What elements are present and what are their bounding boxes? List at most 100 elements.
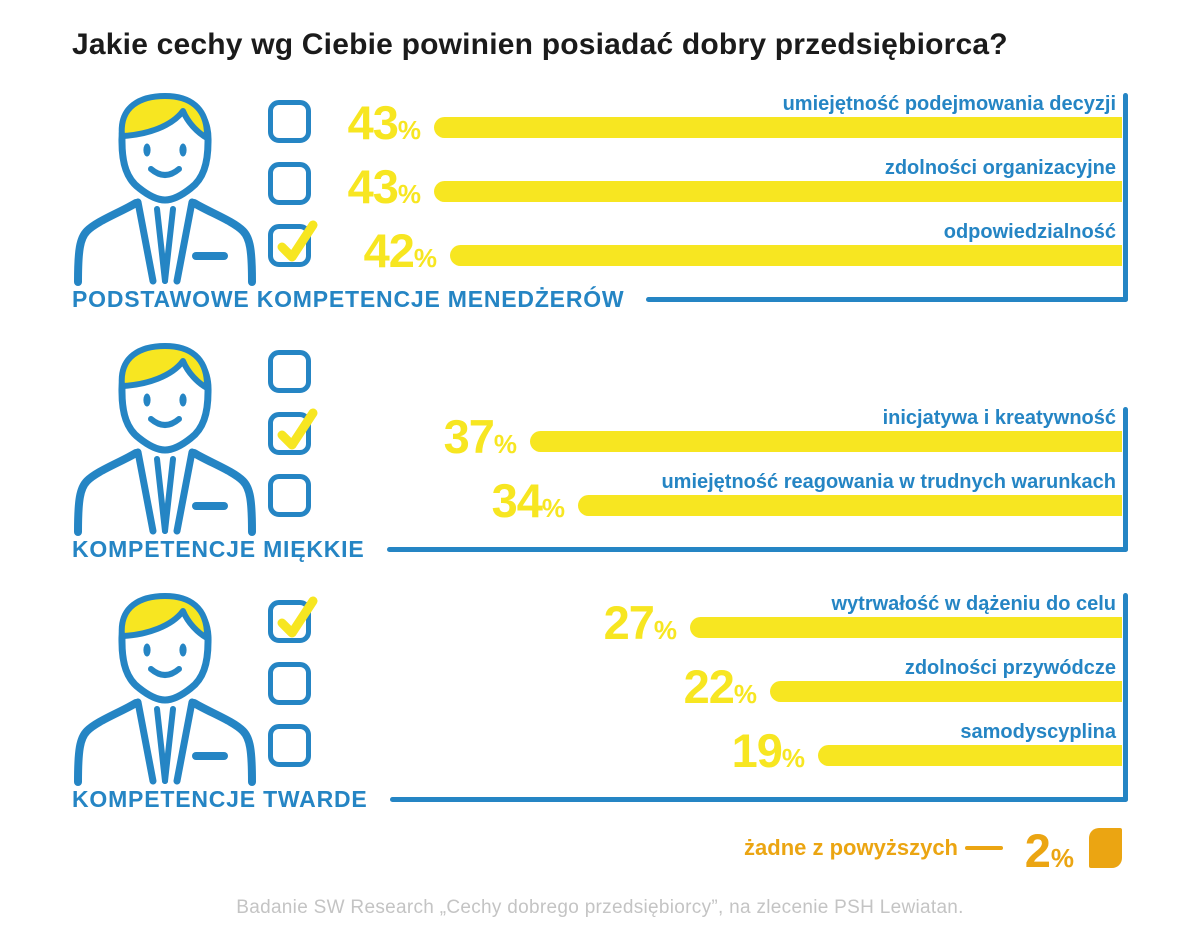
- bar-value-number: 42: [363, 224, 415, 277]
- lapel-right: [173, 698, 196, 785]
- bar-value-number: 37: [443, 410, 495, 463]
- lapel-left: [134, 448, 157, 535]
- percent-sign: %: [397, 115, 421, 145]
- section-label: PODSTAWOWE KOMPETENCJE MENEDŻERÓW: [72, 286, 625, 312]
- chart-section-1: PODSTAWOWE KOMPETENCJE MENEDŻERÓW umieję…: [0, 90, 1200, 312]
- bar: [818, 745, 1122, 766]
- bar-label: inicjatywa i kreatywność: [882, 407, 1116, 429]
- percent-sign: %: [541, 493, 565, 523]
- businessman-avatar-icon: [74, 593, 256, 786]
- section-connector-line: [387, 547, 1128, 552]
- other-bar: [1089, 828, 1122, 868]
- other-row: żadne z powyższych 2%: [0, 826, 1200, 878]
- lapel-left: [134, 198, 157, 285]
- chart-section-2: KOMPETENCJE MIĘKKIE inicjatywa i kreatyw…: [0, 340, 1200, 562]
- bar-label: wytrwałość w dążeniu do celu: [831, 593, 1116, 615]
- percent-sign: %: [493, 429, 517, 459]
- other-percent-sign: %: [1050, 843, 1074, 873]
- checkbox-unchecked-icon: [268, 474, 311, 517]
- eye-right: [179, 393, 187, 407]
- tie-right: [162, 456, 176, 534]
- section-label: KOMPETENCJE MIĘKKIE: [72, 536, 365, 562]
- bar-value: 42%: [364, 227, 437, 274]
- bar: [450, 245, 1122, 266]
- bar: [578, 495, 1122, 516]
- bar-value: 37%: [444, 413, 517, 460]
- bar-label: umiejętność podejmowania decyzji: [782, 93, 1116, 115]
- businessman-avatar-icon: [74, 93, 256, 286]
- suit-right-shoulder: [190, 199, 256, 286]
- checkbox-column: [268, 590, 318, 780]
- percent-sign: %: [413, 243, 437, 273]
- suit-left-shoulder: [74, 699, 140, 786]
- source-footer: Badanie SW Research „Cechy dobrego przed…: [236, 897, 964, 918]
- tie-right: [162, 706, 176, 784]
- eye-left: [143, 393, 151, 407]
- smile: [148, 666, 182, 678]
- axis-line-vertical: [1123, 593, 1128, 802]
- lapel-right: [173, 448, 196, 535]
- section-connector-line: [390, 797, 1128, 802]
- bar-value: 27%: [604, 599, 677, 646]
- percent-sign: %: [653, 615, 677, 645]
- eye-left: [143, 143, 151, 157]
- check-icon: [277, 220, 318, 262]
- bar: [770, 681, 1122, 702]
- checkbox-unchecked-icon: [268, 162, 311, 205]
- bar: [530, 431, 1122, 452]
- percent-sign: %: [781, 743, 805, 773]
- dash-connector: [965, 846, 1003, 850]
- checkbox-column: [268, 90, 318, 280]
- tie-right: [162, 206, 176, 284]
- lapel-left: [134, 698, 157, 785]
- checkbox-checked-icon: [268, 408, 318, 455]
- bar-value: 34%: [492, 477, 565, 524]
- percent-sign: %: [397, 179, 421, 209]
- hair: [118, 593, 211, 641]
- bar-value-number: 34: [491, 474, 543, 527]
- eye-left: [143, 643, 151, 657]
- hair: [118, 93, 211, 141]
- bar-value: 43%: [348, 163, 421, 210]
- checkbox-checked-icon: [268, 596, 318, 643]
- eye-right: [179, 643, 187, 657]
- suit-left-shoulder: [74, 199, 140, 286]
- suit-left-shoulder: [74, 449, 140, 536]
- bar: [434, 117, 1122, 138]
- section-label: KOMPETENCJE TWARDE: [72, 786, 368, 812]
- hair: [118, 343, 211, 391]
- axis-line-vertical: [1123, 407, 1128, 552]
- percent-sign: %: [733, 679, 757, 709]
- bar-value-number: 22: [683, 660, 735, 713]
- checkbox-unchecked-icon: [268, 724, 311, 767]
- checkbox-unchecked-icon: [268, 100, 311, 143]
- lapel-right: [173, 198, 196, 285]
- bar-value-number: 27: [603, 596, 655, 649]
- checkbox-column: [268, 340, 318, 530]
- suit-right-shoulder: [190, 699, 256, 786]
- bar: [434, 181, 1122, 202]
- bar-value: 19%: [732, 727, 805, 774]
- bar: [690, 617, 1122, 638]
- bar-label: zdolności przywódcze: [904, 657, 1116, 679]
- bar-value-number: 43: [347, 160, 399, 213]
- chart-section-3: KOMPETENCJE TWARDE wytrwałość w dążeniu …: [0, 590, 1200, 812]
- bar-value: 43%: [348, 99, 421, 146]
- checkbox-checked-icon: [268, 220, 318, 267]
- checkbox-unchecked-icon: [268, 662, 311, 705]
- businessman-avatar-icon: [74, 343, 256, 536]
- bar-label: zdolności organizacyjne: [884, 157, 1116, 179]
- check-icon: [277, 596, 318, 638]
- smile: [148, 166, 182, 178]
- bar-value-number: 43: [347, 96, 399, 149]
- eye-right: [179, 143, 187, 157]
- other-value-number: 2: [1024, 824, 1051, 877]
- bar-label: umiejętność reagowania w trudnych warunk…: [661, 471, 1116, 493]
- page-title: Jakie cechy wg Ciebie powinien posiadać …: [72, 28, 1008, 61]
- section-connector-line: [646, 297, 1128, 302]
- smile: [148, 416, 182, 428]
- axis-line-vertical: [1123, 93, 1128, 302]
- suit-right-shoulder: [190, 449, 256, 536]
- other-value: 2%: [1025, 827, 1074, 874]
